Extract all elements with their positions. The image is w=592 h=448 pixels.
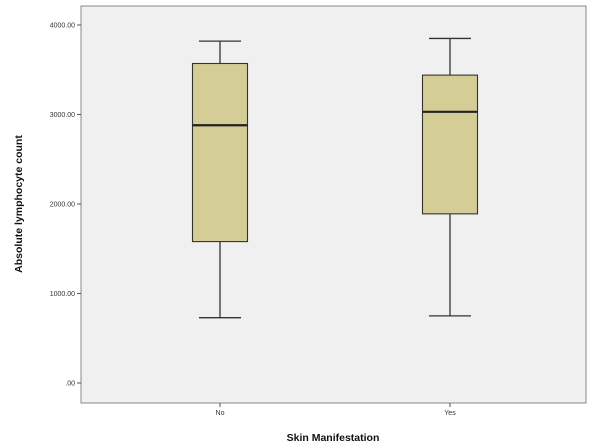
x-axis-title: Skin Manifestation — [287, 432, 380, 444]
x-tick-label: No — [216, 410, 225, 417]
iqr-box — [191, 62, 249, 243]
plot-area — [80, 5, 587, 404]
boxes-group — [191, 37, 479, 319]
y-tick-label: 2000.00 — [50, 202, 75, 209]
box-no — [191, 40, 249, 319]
y-tick-label: .00 — [65, 381, 75, 388]
box-yes — [421, 37, 479, 317]
y-tick-label: 1000.00 — [50, 291, 75, 298]
iqr-box — [421, 74, 479, 215]
y-tick-label: 4000.00 — [50, 23, 75, 30]
y-axis-title: Absolute lymphocyte count — [13, 135, 25, 273]
x-tick-label: Yes — [444, 410, 456, 417]
y-tick-label: 3000.00 — [50, 112, 75, 119]
y-axis: .00 1000.00 2000.00 3000.00 4000.00 — [50, 23, 81, 388]
x-axis: No Yes — [216, 403, 456, 417]
